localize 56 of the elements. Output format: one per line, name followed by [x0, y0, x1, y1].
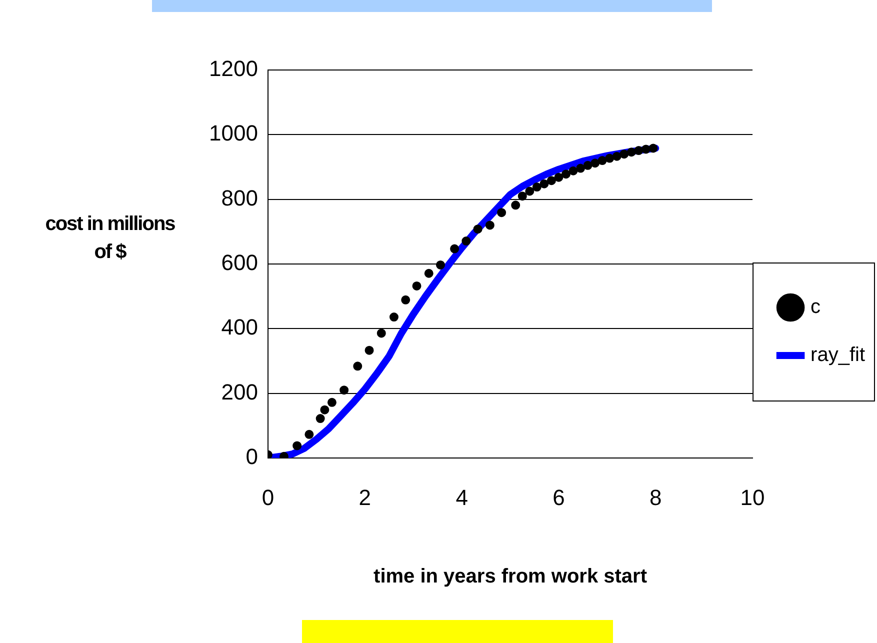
- point: [540, 179, 549, 188]
- point: [518, 192, 527, 201]
- x-tick-label: 2: [358, 485, 372, 510]
- point: [401, 295, 410, 304]
- y-tick-label: 0: [246, 444, 258, 470]
- point: [561, 170, 570, 179]
- point: [590, 158, 600, 168]
- point: [648, 144, 658, 153]
- y-tick-label: 1000: [209, 120, 258, 146]
- point: [376, 328, 386, 338]
- point: [525, 186, 534, 196]
- point: [316, 414, 325, 424]
- point: [436, 260, 445, 270]
- point: [511, 200, 520, 210]
- point: [620, 150, 629, 159]
- point: [327, 398, 336, 407]
- point: [497, 208, 506, 218]
- point: [641, 144, 650, 154]
- point: [353, 362, 362, 371]
- x-tick-label: 6: [552, 485, 565, 510]
- point: [450, 244, 460, 254]
- point: [626, 148, 636, 157]
- legend-label: ray_fit: [810, 344, 866, 366]
- y-axis-title: cost in millions of $: [44, 212, 176, 265]
- point: [634, 146, 644, 156]
- point: [389, 312, 398, 322]
- point: [364, 346, 374, 355]
- point: [412, 281, 422, 290]
- y-tick-label: 1200: [209, 56, 258, 82]
- point: [304, 430, 314, 439]
- point: [462, 236, 471, 246]
- point: [554, 172, 564, 182]
- point: [340, 386, 349, 395]
- y-tick-label: 200: [221, 379, 258, 404]
- point: [546, 176, 556, 186]
- point: [568, 166, 578, 176]
- x-tick-label: 8: [650, 485, 662, 510]
- point: [473, 224, 482, 234]
- x-tick-label: 0: [262, 485, 274, 510]
- point: [424, 268, 434, 278]
- legend-label: c: [810, 296, 821, 318]
- x-tick-label: 4: [456, 485, 468, 510]
- point: [292, 441, 302, 450]
- point: [532, 182, 542, 192]
- y-tick-label: 400: [221, 314, 258, 340]
- point: [485, 220, 494, 230]
- y-tick-label: 600: [221, 250, 258, 276]
- point: [320, 405, 330, 414]
- point: [605, 154, 614, 163]
- point: [583, 160, 592, 170]
- point: [598, 156, 607, 166]
- point: [612, 152, 622, 161]
- y-tick-label: 800: [221, 185, 258, 210]
- point: [576, 164, 586, 173]
- x-tick-label: 10: [740, 485, 765, 510]
- x-axis-title: time in years from work start: [374, 566, 648, 588]
